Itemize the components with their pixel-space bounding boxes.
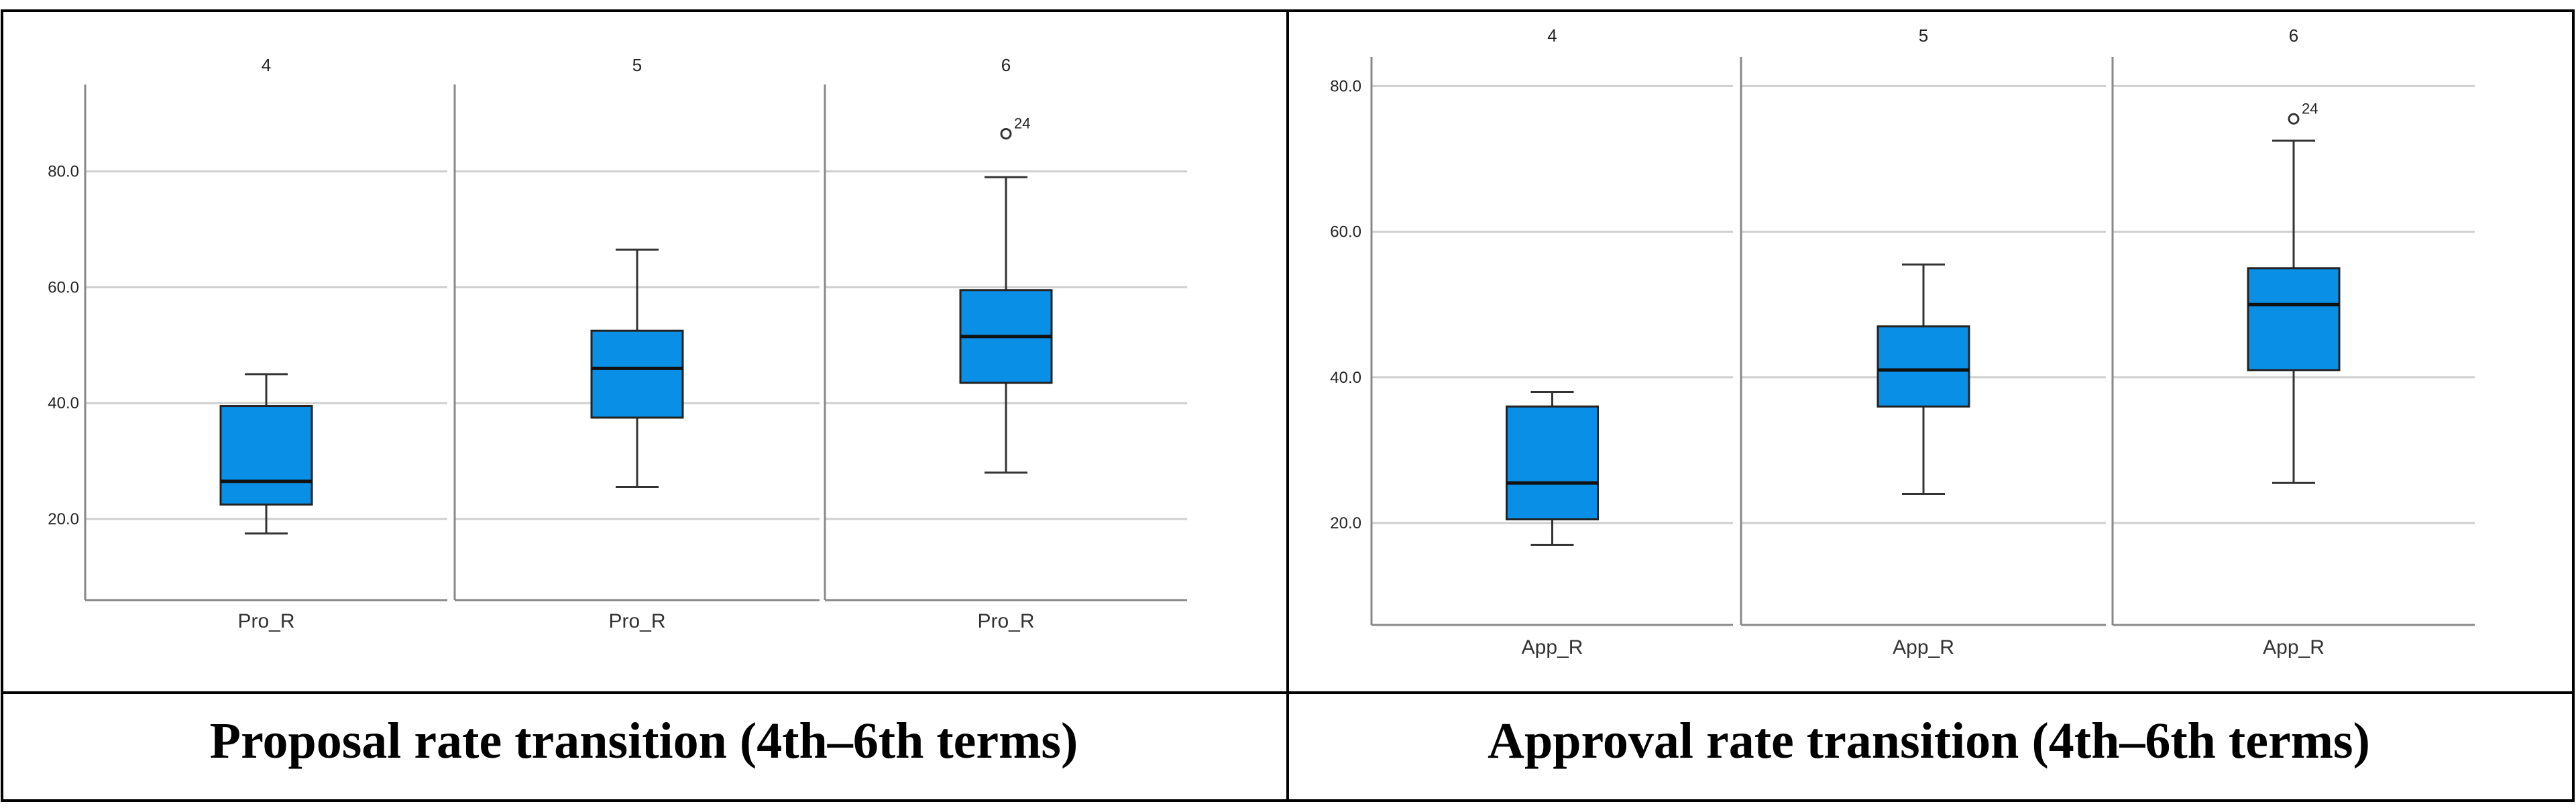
proposal-ytick-label: 20.0 xyxy=(48,510,79,528)
proposal-panel-4: 4 Pro_R xyxy=(84,55,447,632)
panel-title: 4 xyxy=(262,55,271,75)
box-iqr xyxy=(2247,267,2341,371)
proposal-panel-5: 5 Pro_R xyxy=(453,55,820,632)
outlier-label: 24 xyxy=(2302,100,2318,117)
outlier-point xyxy=(1000,127,1012,139)
caption-approval: Approval rate transition (4th–6th terms) xyxy=(1488,713,2370,769)
x-axis-label: App_R xyxy=(1893,636,1954,658)
outlier-point xyxy=(2288,113,2300,125)
panel-title: 6 xyxy=(2289,25,2298,46)
approval-ytick-label: 60.0 xyxy=(1330,223,1361,241)
x-axis-label: Pro_R xyxy=(608,610,665,632)
panel-title: 4 xyxy=(1547,25,1557,46)
x-axis-label: Pro_R xyxy=(237,610,294,632)
box-iqr xyxy=(590,329,684,419)
approval-panel-6: 6 App_R 24 xyxy=(2111,25,2475,658)
proposal-rate-chart: 20.0 40.0 60.0 80.0 4 Pro_R 5 Pro_R 6 Pro_R 24 xyxy=(48,55,1187,632)
approval-rate-chart: 20.0 40.0 60.0 80.0 4 App_R 5 App_R 6 App_R 24 xyxy=(1330,25,2475,658)
approval-panel-4: 4 App_R xyxy=(1370,25,1733,658)
box-iqr xyxy=(1506,405,1599,521)
panel-title: 5 xyxy=(1919,25,1928,46)
proposal-ytick-label: 80.0 xyxy=(48,163,79,181)
panel-title: 6 xyxy=(1001,55,1011,75)
box-iqr xyxy=(219,405,313,506)
proposal-panel-6: 6 Pro_R 24 xyxy=(824,55,1187,632)
x-axis-label: App_R xyxy=(1522,636,1583,658)
box-iqr xyxy=(1877,325,1970,408)
x-axis-label: Pro_R xyxy=(977,610,1034,632)
caption-proposal: Proposal rate transition (4th–6th terms) xyxy=(210,713,1078,769)
proposal-ytick-label: 40.0 xyxy=(48,394,79,412)
approval-ytick-label: 20.0 xyxy=(1330,514,1361,532)
x-axis-label: App_R xyxy=(2263,636,2325,658)
approval-ytick-label: 80.0 xyxy=(1330,77,1361,95)
outlier-label: 24 xyxy=(1014,115,1030,131)
panel-title: 5 xyxy=(632,55,642,75)
approval-ytick-label: 40.0 xyxy=(1330,369,1361,387)
proposal-ytick-label: 60.0 xyxy=(48,278,79,296)
approval-panel-5: 5 App_R xyxy=(1740,25,2106,658)
